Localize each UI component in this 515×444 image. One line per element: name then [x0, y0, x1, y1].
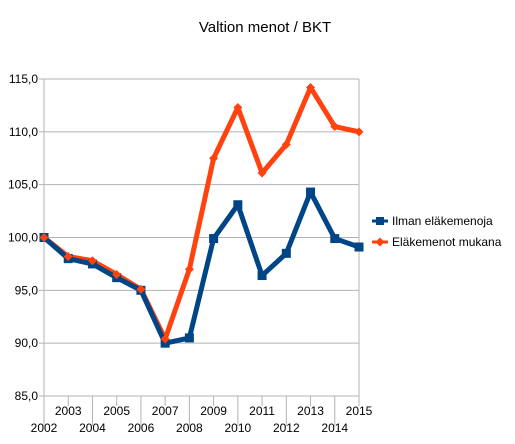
data-point [281, 140, 291, 150]
y-tick-label: 105,0 [8, 178, 38, 192]
data-point [281, 248, 291, 258]
y-tick-label: 95,0 [15, 283, 39, 297]
legend-marker [375, 237, 385, 247]
x-tick-label: 2002 [31, 421, 58, 435]
x-tick-label: 2013 [297, 404, 324, 418]
data-point [330, 122, 340, 132]
data-point [306, 82, 316, 92]
y-axis-ticks: 85,0 90,0 95,0 100,0 105,0 110,0 115,0 [8, 72, 38, 403]
data-point [160, 334, 170, 344]
data-point [136, 284, 146, 294]
data-point [233, 200, 243, 210]
data-point [209, 234, 219, 244]
y-tick-label: 115,0 [9, 72, 38, 86]
x-tick-label: 2008 [176, 421, 203, 435]
x-tick-label: 2011 [249, 404, 275, 418]
data-point [87, 256, 97, 266]
chart-title: Valtion menot / BKT [199, 19, 331, 36]
x-tick-label: 2010 [224, 421, 251, 435]
x-tick-label: 2005 [103, 404, 130, 418]
x-tick-label: 2014 [321, 421, 348, 435]
legend-label: Ilman eläkemenoja [392, 214, 493, 228]
gridlines [39, 78, 360, 397]
data-point [184, 333, 194, 343]
data-point [63, 252, 73, 262]
data-point [354, 127, 364, 137]
legend: Ilman eläkemenoja Eläkemenot mukana [372, 214, 502, 249]
series-group [39, 82, 364, 348]
data-point [209, 153, 219, 163]
data-point [184, 264, 194, 274]
data-point [330, 234, 340, 244]
data-point [306, 187, 316, 197]
x-tick-label: 2012 [273, 421, 300, 435]
y-tick-label: 90,0 [15, 336, 39, 350]
y-tick-label: 110,0 [9, 125, 38, 139]
x-tick-label: 2003 [55, 404, 82, 418]
x-tick-label: 2015 [346, 404, 373, 418]
data-point [112, 269, 122, 279]
x-tick-label: 2006 [128, 421, 155, 435]
data-point [233, 103, 243, 113]
x-tick-label: 2009 [200, 404, 227, 418]
x-axis-ticks: 2002 2003 2004 2005 2006 2007 2008 2009 2010 2011… [31, 396, 373, 435]
legend-label: Eläkemenot mukana [392, 235, 502, 249]
y-tick-label: 100,0 [8, 231, 38, 245]
data-point [257, 271, 267, 281]
x-tick-label: 2007 [152, 404, 179, 418]
x-tick-label: 2004 [79, 421, 106, 435]
series-line [42, 84, 360, 342]
legend-marker [376, 217, 384, 225]
data-point [354, 242, 364, 252]
y-tick-label: 85,0 [15, 389, 39, 403]
data-point [39, 233, 49, 242]
data-point [257, 168, 267, 178]
